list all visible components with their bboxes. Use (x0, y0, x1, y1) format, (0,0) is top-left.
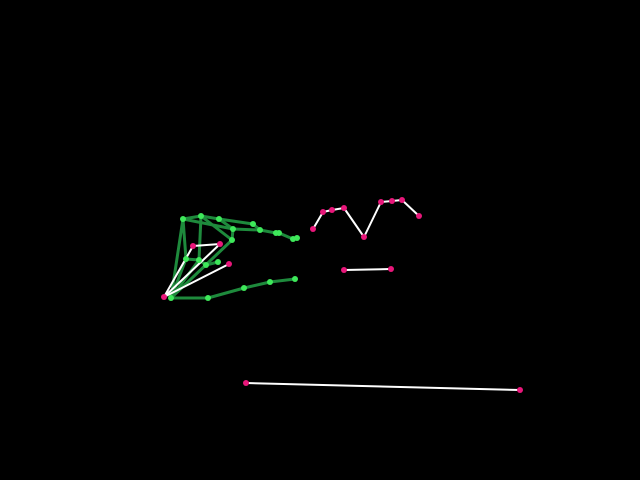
pose-keypoint (161, 294, 167, 300)
hand-keypoint (294, 235, 300, 241)
pose-bone-line (163, 245, 194, 298)
hand-keypoints (168, 213, 300, 301)
hand-keypoint (203, 262, 209, 268)
hand-keypoint (205, 295, 211, 301)
hand-keypoint (241, 285, 247, 291)
pose-keypoint (341, 267, 347, 273)
hand-bone-line (181, 217, 188, 261)
pose-bone-line (163, 243, 221, 298)
pose-skeleton-lines (163, 199, 521, 391)
hand-keypoint (276, 230, 282, 236)
hand-bone-line (206, 286, 246, 300)
pose-keypoint (217, 241, 223, 247)
pose-keypoints (161, 197, 523, 393)
pose-keypoint (190, 243, 196, 249)
pose-keypoint (320, 209, 326, 215)
hand-keypoint (267, 279, 273, 285)
hand-keypoint (168, 295, 174, 301)
hand-keypoint (229, 237, 235, 243)
pose-bone-line (401, 199, 420, 217)
hand-bone-line (197, 214, 203, 262)
hand-bone-line (199, 214, 234, 242)
pose-bone-line (343, 207, 365, 238)
hand-keypoint (198, 213, 204, 219)
pose-keypoint (341, 205, 347, 211)
hand-keypoint (196, 257, 202, 263)
hand-bone-line (217, 217, 255, 226)
pose-bone-line (312, 211, 324, 230)
pose-keypoint (388, 266, 394, 272)
hand-bone-line (181, 217, 235, 231)
hand-keypoint (215, 259, 221, 265)
hand-keypoint (216, 216, 222, 222)
pose-bone-line (245, 382, 521, 391)
pose-bone-line (163, 263, 230, 298)
hand-bone-line (242, 280, 272, 290)
pose-keypoint (329, 207, 335, 213)
pose-bone-line (363, 201, 382, 238)
pose-keypoint (517, 387, 523, 393)
pose-keypoint (310, 226, 316, 232)
hand-keypoint (183, 256, 189, 262)
hand-bone-line (268, 277, 297, 284)
pose-keypoint (399, 197, 405, 203)
pose-keypoint (416, 213, 422, 219)
pose-keypoint (361, 234, 367, 240)
hand-keypoint (250, 221, 256, 227)
hand-keypoint (257, 227, 263, 233)
pose-keypoint (226, 261, 232, 267)
pose-keypoint (243, 380, 249, 386)
hand-bone-line (169, 217, 185, 300)
hand-bone-line (231, 227, 262, 232)
hand-keypoint (230, 226, 236, 232)
hand-keypoint (292, 276, 298, 282)
pose-bone-line (343, 268, 392, 271)
pose-bone-line (192, 243, 221, 247)
hand-keypoint (180, 216, 186, 222)
pose-keypoint (378, 199, 384, 205)
pose-keypoint (389, 198, 395, 204)
